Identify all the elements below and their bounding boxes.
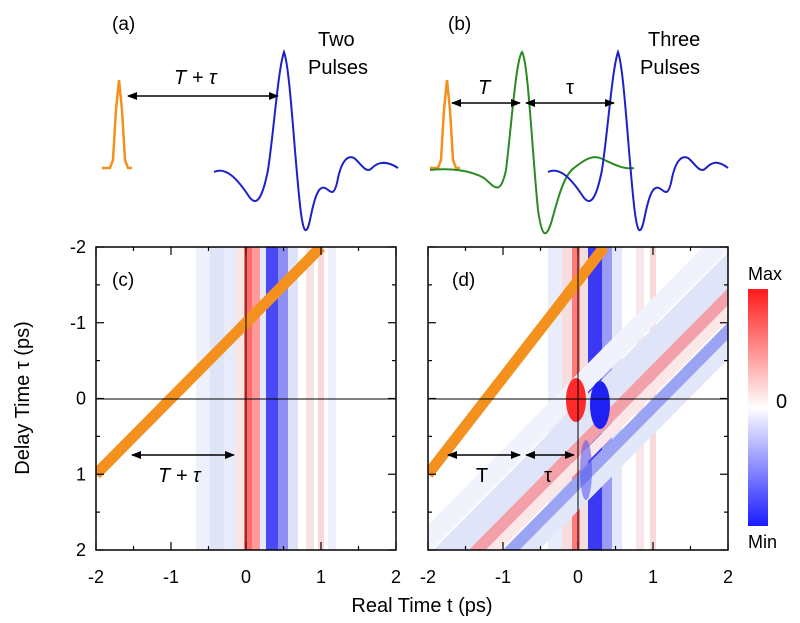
x-tick-labels: -2 -1 0 1 2 -2 -1 0 1 2: [88, 567, 733, 587]
panel-d: (d) T τ: [427, 246, 729, 551]
x-tick-label: 1: [316, 567, 326, 587]
panel-a: (a) Two Pulses T + τ: [102, 14, 399, 232]
colorbar-min-label: Min: [748, 532, 777, 552]
arrow-b-tau-label: τ: [566, 77, 574, 99]
arrow-b-T-label: T: [478, 77, 492, 99]
panel-a-title-line2: Pulses: [308, 57, 368, 79]
x-tick-label: -1: [163, 567, 179, 587]
panel-c-label: (c): [112, 270, 134, 291]
gate-pulse-b: [430, 79, 460, 170]
heatmap-d: [428, 247, 728, 550]
y-tick-label: -2: [70, 237, 86, 257]
gate-line-c: [96, 247, 325, 479]
x-tick-label: 0: [241, 567, 251, 587]
colorbar-gradient: [748, 289, 768, 526]
x-tick-label: 2: [391, 567, 401, 587]
panel-b: (b) Three Pulses T τ: [429, 14, 729, 235]
arrow-d-T-label: T: [476, 465, 488, 487]
panel-b-title-line2: Pulses: [640, 57, 700, 79]
ticks-c: [95, 246, 397, 551]
y-tick-labels: -2 -1 0 1 2: [70, 237, 86, 560]
panel-a-label: (a): [112, 14, 135, 35]
y-axis-label: Delay Time τ (ps): [12, 321, 34, 475]
x-tick-label: -1: [495, 567, 511, 587]
green-pulse-waveform: [429, 50, 635, 235]
blue-pulse-waveform: [547, 48, 729, 232]
gate-pulse-a: [102, 79, 132, 170]
two-pulse-waveform: [213, 48, 399, 232]
x-tick-label: 1: [648, 567, 658, 587]
panel-b-label: (b): [448, 14, 471, 35]
gate-line: [96, 247, 325, 479]
colorbar-max-label: Max: [748, 264, 782, 284]
x-axis-label: Real Time t (ps): [351, 595, 492, 617]
x-tick-label: -2: [88, 567, 104, 587]
gate-line: [428, 247, 609, 478]
panel-b-title-line1: Three: [648, 29, 700, 51]
panel-a-title-line1: Two: [318, 29, 355, 51]
x-tick-label: -2: [420, 567, 436, 587]
y-tick-label: -1: [70, 313, 86, 333]
colorbar: Max 0 Min: [748, 264, 787, 552]
arrow-a-label: T + τ: [174, 67, 218, 89]
arrow-c-label: T + τ: [158, 465, 202, 487]
panel-c: (c) T + τ: [95, 246, 397, 551]
ticks-d: [427, 246, 729, 551]
x-tick-label: 0: [573, 567, 583, 587]
colorbar-zero-label: 0: [776, 391, 787, 413]
y-tick-label: 0: [76, 389, 86, 409]
y-tick-label: 2: [76, 540, 86, 560]
panel-d-label: (d): [452, 270, 475, 291]
arrow-d-tau-label: τ: [544, 465, 552, 487]
y-tick-label: 1: [76, 464, 86, 484]
x-tick-label: 2: [723, 567, 733, 587]
gate-line-d: [428, 247, 609, 478]
